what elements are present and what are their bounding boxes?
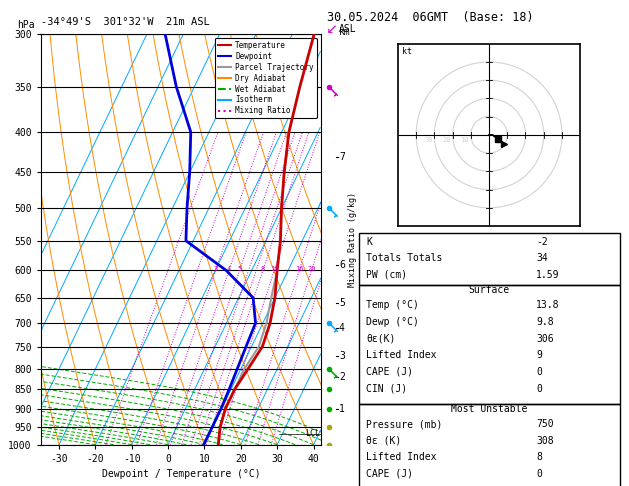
Text: θε (K): θε (K): [366, 435, 401, 446]
Text: 0: 0: [536, 469, 542, 479]
Text: 9: 9: [536, 350, 542, 360]
Text: 8: 8: [261, 266, 265, 272]
Text: km: km: [339, 27, 351, 37]
Text: 308: 308: [536, 435, 554, 446]
Text: 2: 2: [339, 372, 345, 382]
Text: -2: -2: [536, 237, 548, 246]
Bar: [359, 404, 620, 486]
Text: 0: 0: [536, 367, 542, 377]
Text: 10: 10: [460, 138, 469, 143]
Text: Lifted Index: Lifted Index: [366, 350, 437, 360]
Text: 20: 20: [307, 266, 316, 272]
Text: 34: 34: [536, 253, 548, 263]
Text: kt: kt: [401, 48, 411, 56]
Text: Surface: Surface: [469, 285, 509, 295]
Text: Pressure (mb): Pressure (mb): [366, 419, 443, 429]
Text: θε(K): θε(K): [366, 334, 396, 344]
Text: →: →: [321, 17, 339, 36]
Text: 10: 10: [270, 266, 279, 272]
Text: hPa: hPa: [17, 20, 35, 30]
Text: Totals Totals: Totals Totals: [366, 253, 443, 263]
Text: 30: 30: [424, 138, 433, 143]
Text: CAPE (J): CAPE (J): [366, 367, 413, 377]
Text: Lifted Index: Lifted Index: [366, 452, 437, 462]
Text: Mixing Ratio (g/kg): Mixing Ratio (g/kg): [348, 192, 357, 287]
Text: 8: 8: [536, 452, 542, 462]
Text: -34°49'S  301°32'W  21m ASL: -34°49'S 301°32'W 21m ASL: [41, 17, 209, 27]
Text: CIN (J): CIN (J): [366, 383, 408, 394]
Text: 1: 1: [339, 404, 345, 414]
Text: Dewp (°C): Dewp (°C): [366, 317, 420, 327]
Text: Temp (°C): Temp (°C): [366, 300, 420, 311]
Text: 4: 4: [339, 323, 345, 333]
Text: 16: 16: [295, 266, 303, 272]
Text: 13.8: 13.8: [536, 300, 560, 311]
Text: 306: 306: [536, 334, 554, 344]
Legend: Temperature, Dewpoint, Parcel Trajectory, Dry Adiabat, Wet Adiabat, Isotherm, Mi: Temperature, Dewpoint, Parcel Trajectory…: [214, 38, 317, 119]
Text: 4: 4: [227, 266, 231, 272]
Text: 5: 5: [339, 298, 345, 308]
Text: CAPE (J): CAPE (J): [366, 469, 413, 479]
Text: 3: 3: [339, 350, 345, 361]
Text: 0: 0: [536, 383, 542, 394]
Text: Most Unstable: Most Unstable: [451, 404, 527, 414]
Text: 3: 3: [213, 266, 218, 272]
Text: 30.05.2024  06GMT  (Base: 18): 30.05.2024 06GMT (Base: 18): [327, 11, 533, 23]
Text: K: K: [366, 237, 372, 246]
Text: PW (cm): PW (cm): [366, 270, 408, 280]
Text: 750: 750: [536, 419, 554, 429]
Text: ASL: ASL: [339, 24, 357, 34]
Text: 1.59: 1.59: [536, 270, 560, 280]
Text: LCL: LCL: [304, 429, 320, 438]
Text: 7: 7: [339, 152, 345, 162]
Text: 6: 6: [339, 260, 345, 270]
Bar: [359, 233, 620, 285]
Text: 5: 5: [238, 266, 242, 272]
X-axis label: Dewpoint / Temperature (°C): Dewpoint / Temperature (°C): [101, 469, 260, 479]
Text: 20: 20: [442, 138, 451, 143]
Bar: [359, 285, 620, 404]
Text: 9.8: 9.8: [536, 317, 554, 327]
